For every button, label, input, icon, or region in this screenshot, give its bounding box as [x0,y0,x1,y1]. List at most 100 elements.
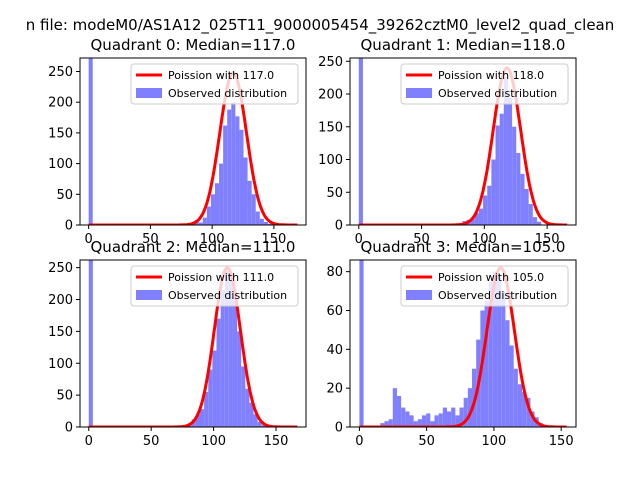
histogram-bar [455,415,460,427]
histogram-bar [219,163,224,225]
y-tick-label: 50 [56,389,73,404]
histogram-bar [247,180,252,225]
poisson-fit-line [359,266,567,427]
histogram-bar [426,413,431,427]
histogram-bar [417,419,422,427]
histogram-bar [487,185,492,225]
x-tick-label: 150 [261,232,286,247]
histogram-bar [392,388,397,427]
legend: Poission with 117.0 Observed distribution [130,63,299,105]
legend-label-observed: Observed distribution [168,87,287,100]
y-tick-label: 150 [48,126,73,141]
histogram-bar [421,415,427,427]
histogram-bar [249,402,254,427]
y-tick-label: 250 [318,55,343,70]
y-tick-label: 200 [48,96,73,111]
legend-label-fit: Poission with 118.0 [438,69,544,82]
y-tick-label: 0 [65,421,73,436]
histogram-bar [413,421,418,427]
plot-area [358,58,568,225]
y-tick-label: 80 [326,265,343,280]
plot-area [88,58,298,225]
histogram-bar [516,152,521,225]
y-tick-label: 150 [318,120,343,135]
axes-frame [79,57,307,226]
histogram-bar [204,391,209,427]
y-tick-label: 100 [48,157,73,172]
y-tick-label: 60 [326,304,343,319]
axes-frame [79,259,307,428]
axes-frame [349,57,577,226]
histogram-bar [232,296,238,427]
legend-label-fit: Poission with 117.0 [168,69,274,82]
histogram-bar [224,270,229,427]
histogram-bar [459,407,464,427]
histogram-bar [530,411,535,427]
x-tick-label: 150 [549,434,574,449]
histogram-bar [206,206,211,225]
legend: Poission with 111.0 Observed distribution [130,265,299,307]
x-tick-label: 0 [355,434,363,449]
histogram-bar [380,423,385,427]
legend-bar-swatch [406,290,432,300]
histogram-bar [257,421,262,427]
histogram-bar [210,194,215,225]
histogram-bar [484,300,489,427]
legend: Poission with 105.0 Observed distribution [400,265,569,307]
histogram-bar [517,384,523,427]
x-tick-label: 0 [85,232,93,247]
legend-label-fit: Poission with 105.0 [438,271,544,284]
histogram-bar [483,195,488,225]
x-tick-label: 100 [472,232,497,247]
y-tick-label: 250 [48,65,73,80]
histogram-bar [198,222,203,225]
histogram-bar [470,218,475,225]
histogram-bar [401,407,406,427]
histogram-bar [388,419,393,427]
subplot-quadrant-3: Quadrant 3: Median=105.0 0 50 100 150 0 20 40 60… [326,238,577,449]
histogram-bar [358,58,363,225]
x-tick-label: 50 [413,232,430,247]
x-tick-label: 0 [355,232,363,247]
legend-box [130,63,299,105]
histogram-bar [499,113,504,225]
histogram-bar [536,221,542,225]
histogram-bar [501,291,506,427]
histogram-bar [532,217,537,225]
poisson-fit-line [88,70,298,225]
plot-area [359,260,567,427]
x-tick-label: 100 [200,232,225,247]
histogram-bar [359,260,364,427]
histogram-bar [88,260,93,427]
histogram-bar [231,102,236,225]
histogram-bar [405,411,410,427]
histogram-bar [474,213,479,225]
histogram-bar [384,421,389,427]
axes-frame [349,259,577,428]
histogram-bar [261,425,266,427]
histogram-bar [430,421,435,427]
histogram-bar [505,320,510,427]
histogram-bar [251,194,256,225]
histogram-bar [195,414,200,427]
subplot-title: Quadrant 0: Median=117.0 [91,36,296,54]
histogram-bar [524,188,529,225]
histogram-bar [245,388,250,427]
legend-bar-swatch [136,88,162,98]
histogram-bar [191,419,196,427]
histogram-bar [463,397,468,427]
histogram-bar [409,415,414,427]
histogram-bar [442,407,447,427]
x-tick-label: 150 [264,434,289,449]
legend-box [130,265,299,307]
y-tick-label: 50 [326,186,343,201]
histogram-bar [520,173,525,225]
x-tick-label: 0 [85,434,93,449]
y-tick-label: 100 [318,153,343,168]
legend-box [400,63,569,105]
histogram-bar [237,331,242,427]
histogram-bar [255,211,260,225]
y-tick-label: 50 [56,188,73,203]
histogram-bar [208,369,213,427]
subplot-title: Quadrant 2: Median=111.0 [91,238,296,256]
